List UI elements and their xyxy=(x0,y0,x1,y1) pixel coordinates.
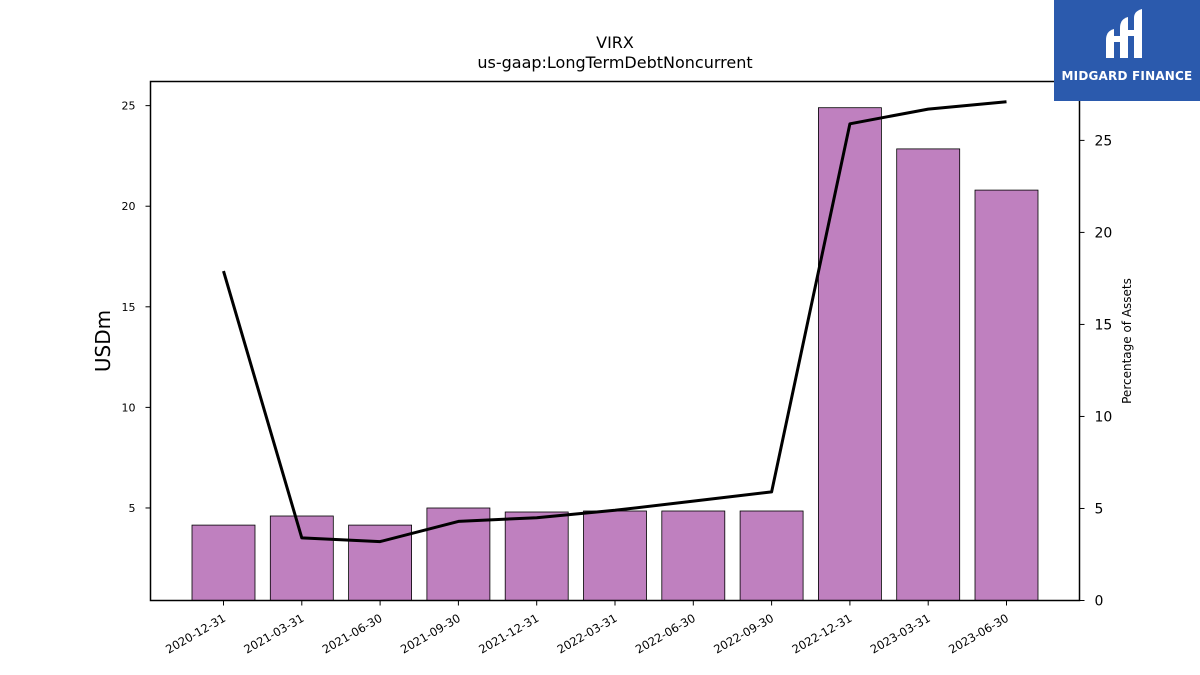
bar xyxy=(191,524,256,601)
bar xyxy=(974,189,1039,601)
y-tick-label: 15 xyxy=(122,301,136,314)
x-tick-label: 2023-03-31 xyxy=(868,611,933,657)
x-tick-label: 2023-06-30 xyxy=(946,611,1011,657)
x-tick-label: 2022-06-30 xyxy=(633,611,698,657)
y-tick-label: 10 xyxy=(122,401,136,414)
bar xyxy=(583,510,647,601)
y-tick-label: 5 xyxy=(129,502,136,515)
y-axis-ticks: 5 10 15 20 25 xyxy=(122,100,151,515)
x-tick-label: 2020-12-31 xyxy=(163,611,228,657)
bar-series xyxy=(191,107,1039,601)
x-tick-label: 2021-09-30 xyxy=(398,611,463,657)
x-tick-label: 2021-12-31 xyxy=(476,611,541,657)
x-tick-label: 2022-12-31 xyxy=(790,611,855,657)
y2-tick-label: 25 xyxy=(1095,133,1113,149)
y-tick-label: 20 xyxy=(122,200,136,213)
x-axis-ticks: 2020-12-31 2021-03-31 2021-06-30 2021-09-30… xyxy=(163,600,1011,657)
y2-tick-label: 0 xyxy=(1095,594,1104,610)
bar xyxy=(739,510,804,601)
bar xyxy=(504,511,569,601)
bar xyxy=(426,507,491,601)
y-tick-label: 25 xyxy=(122,100,136,113)
x-tick-label: 2022-09-30 xyxy=(711,611,776,657)
logo-text: MIDGARD FINANCE xyxy=(1061,69,1193,83)
chart-title: VIRX xyxy=(596,33,634,52)
percentage-line xyxy=(222,100,1007,544)
y2-tick-label: 10 xyxy=(1095,409,1113,425)
bar xyxy=(269,515,334,601)
chart-subtitle: us-gaap:LongTermDebtNoncurrent xyxy=(477,53,752,72)
x-tick-label: 2022-03-31 xyxy=(555,611,620,657)
bar xyxy=(896,148,961,601)
y2-tick-label: 20 xyxy=(1095,225,1113,241)
y2-tick-label: 5 xyxy=(1095,501,1104,517)
x-tick-label: 2021-03-31 xyxy=(241,611,306,657)
bar xyxy=(661,510,726,601)
x-tick-label: 2021-06-30 xyxy=(320,611,385,657)
y2-tick-label: 15 xyxy=(1095,317,1113,333)
logo-mark-icon xyxy=(1106,9,1142,58)
y2-axis-ticks: 0 5 10 15 20 25 xyxy=(1079,133,1113,610)
logo: MIDGARD FINANCE xyxy=(1054,0,1200,101)
y-axis-label: USDm xyxy=(91,310,115,372)
bar xyxy=(818,107,882,601)
y2-axis-label: Percentage of Assets xyxy=(1120,278,1134,404)
